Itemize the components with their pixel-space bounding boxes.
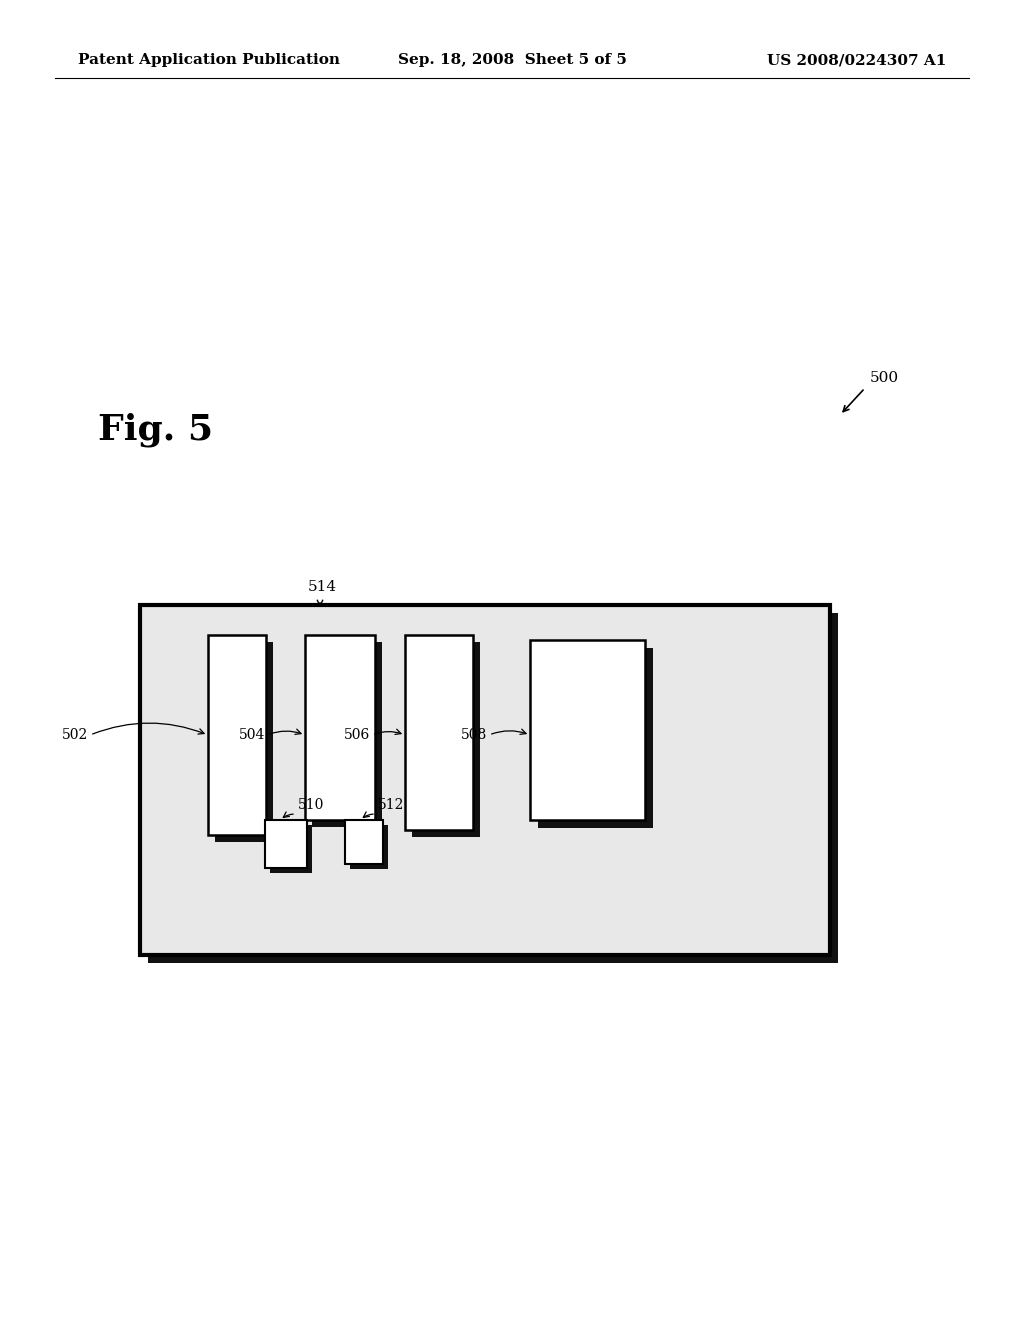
- Bar: [345, 820, 383, 865]
- Text: Fig. 5: Fig. 5: [98, 413, 213, 447]
- Bar: [530, 640, 645, 820]
- Bar: [270, 825, 312, 873]
- Bar: [215, 642, 273, 842]
- Text: Patent Application Publication: Patent Application Publication: [78, 53, 340, 67]
- Bar: [350, 825, 388, 869]
- Bar: [538, 648, 653, 828]
- Bar: [412, 642, 480, 837]
- Bar: [140, 605, 830, 954]
- Bar: [208, 635, 266, 836]
- Bar: [265, 820, 307, 869]
- Text: 504: 504: [239, 729, 265, 742]
- Text: 514: 514: [308, 579, 337, 594]
- Text: 508: 508: [461, 729, 487, 742]
- Text: 500: 500: [870, 371, 899, 385]
- Text: 506: 506: [344, 729, 370, 742]
- Text: 512: 512: [378, 799, 404, 812]
- Text: Sep. 18, 2008  Sheet 5 of 5: Sep. 18, 2008 Sheet 5 of 5: [397, 53, 627, 67]
- Text: 502: 502: [61, 729, 88, 742]
- Bar: [312, 642, 382, 828]
- Bar: [148, 612, 838, 964]
- Bar: [305, 635, 375, 820]
- Text: US 2008/0224307 A1: US 2008/0224307 A1: [767, 53, 946, 67]
- Text: 510: 510: [298, 799, 325, 812]
- Bar: [406, 635, 473, 830]
